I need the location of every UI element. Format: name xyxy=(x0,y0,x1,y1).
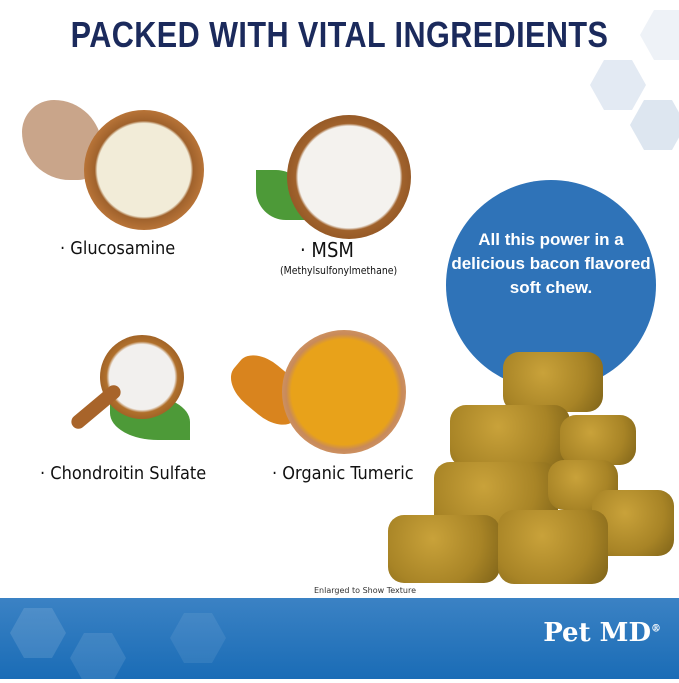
glucosamine-bowl-image xyxy=(84,110,204,230)
page-title: PACKED WITH VITAL INGREDIENTS xyxy=(70,14,609,55)
texture-note: Enlarged to Show Texture xyxy=(314,586,417,595)
brand-logo: Pet MD® xyxy=(543,618,661,648)
hex-decoration xyxy=(640,10,679,60)
ingredient-msm-sub: (Methylsulfonylmethane) xyxy=(280,264,398,277)
ingredient-chondroitin: · Chondroitin Sulfate xyxy=(40,463,207,484)
promo-bubble: All this power in a delicious bacon flav… xyxy=(446,180,656,390)
ingredient-glucosamine: · Glucosamine xyxy=(60,238,176,259)
chondroitin-spoon-image xyxy=(100,335,184,419)
turmeric-bowl-image xyxy=(282,330,406,454)
ingredient-msm: · MSM xyxy=(300,238,354,262)
ingredient-turmeric: · Organic Tumeric xyxy=(272,463,414,484)
hex-decoration xyxy=(630,100,679,150)
msm-bowl-image xyxy=(287,115,411,239)
footer-banner: Pet MD® xyxy=(0,598,679,683)
hex-decoration xyxy=(590,60,646,110)
